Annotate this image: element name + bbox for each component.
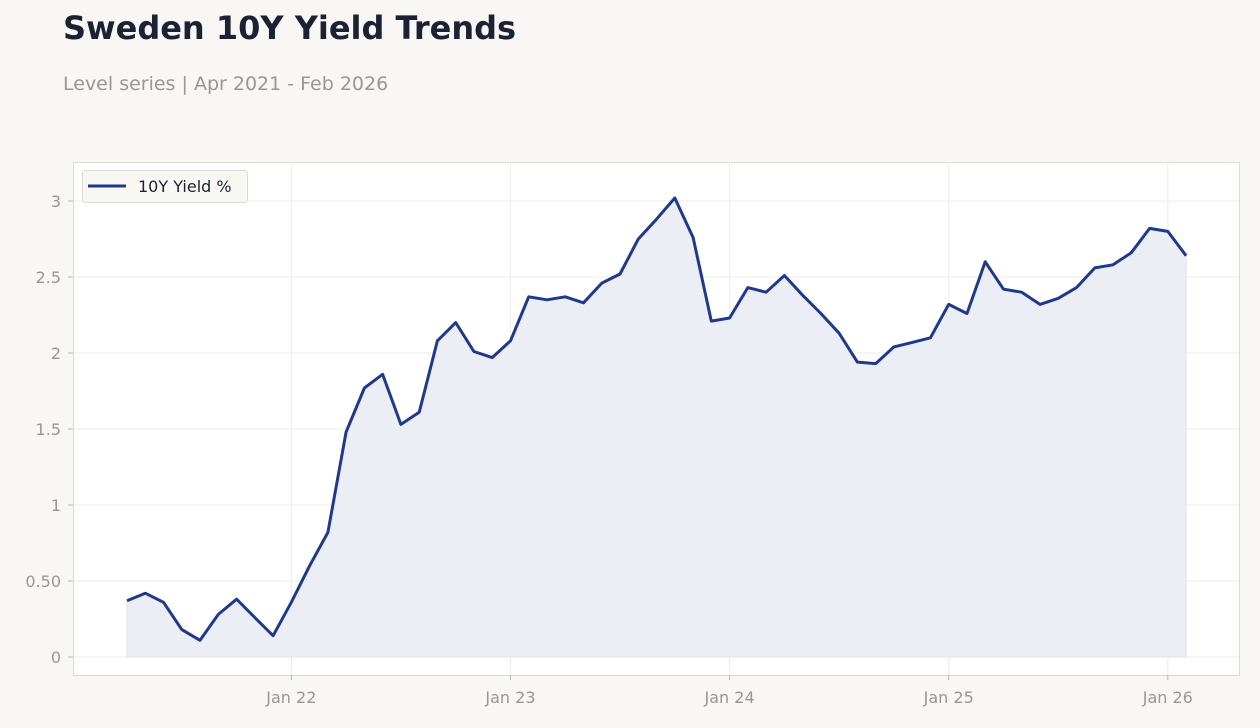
legend: 10Y Yield % bbox=[82, 170, 248, 203]
y-tick-label: 2.5 bbox=[36, 268, 61, 287]
y-tick-label: 1.5 bbox=[36, 420, 61, 439]
y-tick-label: 1 bbox=[51, 496, 61, 515]
chart-title: Sweden 10Y Yield Trends bbox=[63, 9, 517, 47]
x-tick-label: Jan 23 bbox=[484, 688, 535, 707]
chart-subtitle: Level series | Apr 2021 - Feb 2026 bbox=[63, 73, 389, 95]
y-tick-label: 3 bbox=[51, 192, 61, 211]
yield-line bbox=[126, 196, 1188, 642]
y-tick-label: 2 bbox=[51, 344, 61, 363]
x-tick-label: Jan 25 bbox=[923, 688, 974, 707]
legend-label: 10Y Yield % bbox=[138, 177, 232, 196]
x-tick-label: Jan 22 bbox=[265, 688, 316, 707]
x-axis: Jan 22 Jan 23 Jan 24 Jan 25 Jan 26 bbox=[265, 675, 1193, 707]
y-axis: 0 0.50 1 1.5 2 2.5 3 bbox=[25, 192, 73, 667]
x-tick-label: Jan 26 bbox=[1142, 688, 1193, 707]
y-tick-label: 0.50 bbox=[25, 572, 61, 591]
y-tick-label: 0 bbox=[51, 648, 61, 667]
legend-box bbox=[82, 170, 248, 203]
x-tick-label: Jan 24 bbox=[704, 688, 755, 707]
